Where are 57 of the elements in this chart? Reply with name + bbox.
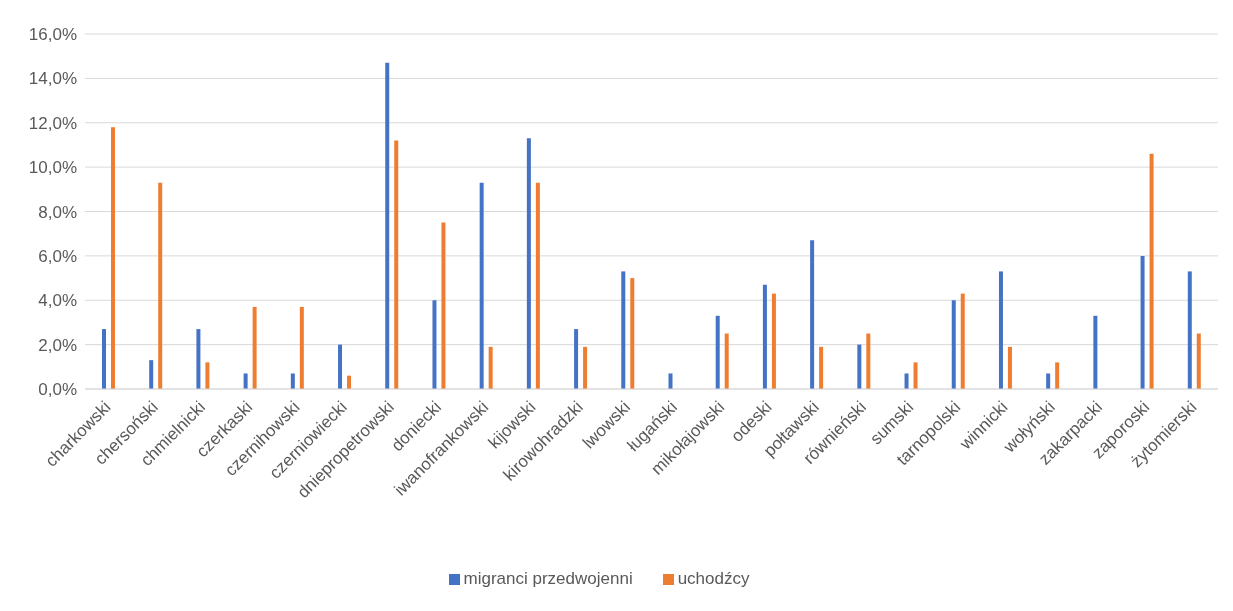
bar (857, 344, 862, 389)
bar (347, 375, 352, 389)
y-tick-label: 10,0% (28, 158, 77, 178)
bar (149, 360, 154, 389)
y-tick-label: 4,0% (38, 291, 77, 311)
bar (1055, 362, 1060, 389)
y-tick-label: 16,0% (28, 25, 77, 45)
bar (866, 333, 871, 389)
bar (1149, 153, 1154, 389)
bar (1007, 346, 1012, 389)
bar (762, 284, 767, 389)
bar (1093, 315, 1098, 389)
y-tick-label: 2,0% (38, 335, 77, 355)
legend-label: migranci przedwojenni (463, 569, 633, 588)
bar (951, 300, 956, 389)
bar (196, 329, 201, 389)
bar (479, 182, 484, 389)
bar (338, 344, 343, 389)
bar (810, 240, 815, 389)
bar (574, 329, 579, 389)
y-tick-label: 8,0% (38, 202, 77, 222)
bar (1196, 333, 1201, 389)
bar (205, 362, 210, 389)
bar (535, 182, 540, 389)
bar (102, 329, 106, 389)
bar (299, 306, 304, 389)
bar (432, 300, 437, 389)
bar (1187, 271, 1192, 389)
bar (621, 271, 626, 389)
bar (243, 373, 248, 389)
bar (488, 346, 493, 389)
legend-label: uchodźcy (677, 569, 750, 588)
bar (960, 293, 965, 389)
bar (111, 127, 115, 389)
bar (1140, 255, 1145, 389)
bar (715, 315, 720, 389)
bar (819, 346, 824, 389)
y-tick-label: 12,0% (28, 113, 77, 133)
bar (668, 373, 673, 389)
bar (158, 182, 163, 389)
bar (771, 293, 776, 389)
bar (526, 138, 531, 389)
bar (583, 346, 588, 389)
y-tick-label: 14,0% (28, 69, 77, 89)
bar (913, 362, 918, 389)
bar (441, 222, 446, 389)
y-tick-label: 6,0% (38, 246, 77, 266)
bar (290, 373, 295, 389)
y-tick-label: 0,0% (38, 380, 77, 400)
bar (724, 333, 729, 389)
bar (630, 278, 635, 389)
bar (998, 271, 1003, 389)
bar (904, 373, 909, 389)
bar (394, 140, 399, 389)
bar (252, 306, 257, 389)
bar (385, 62, 390, 389)
bar (1046, 373, 1051, 389)
